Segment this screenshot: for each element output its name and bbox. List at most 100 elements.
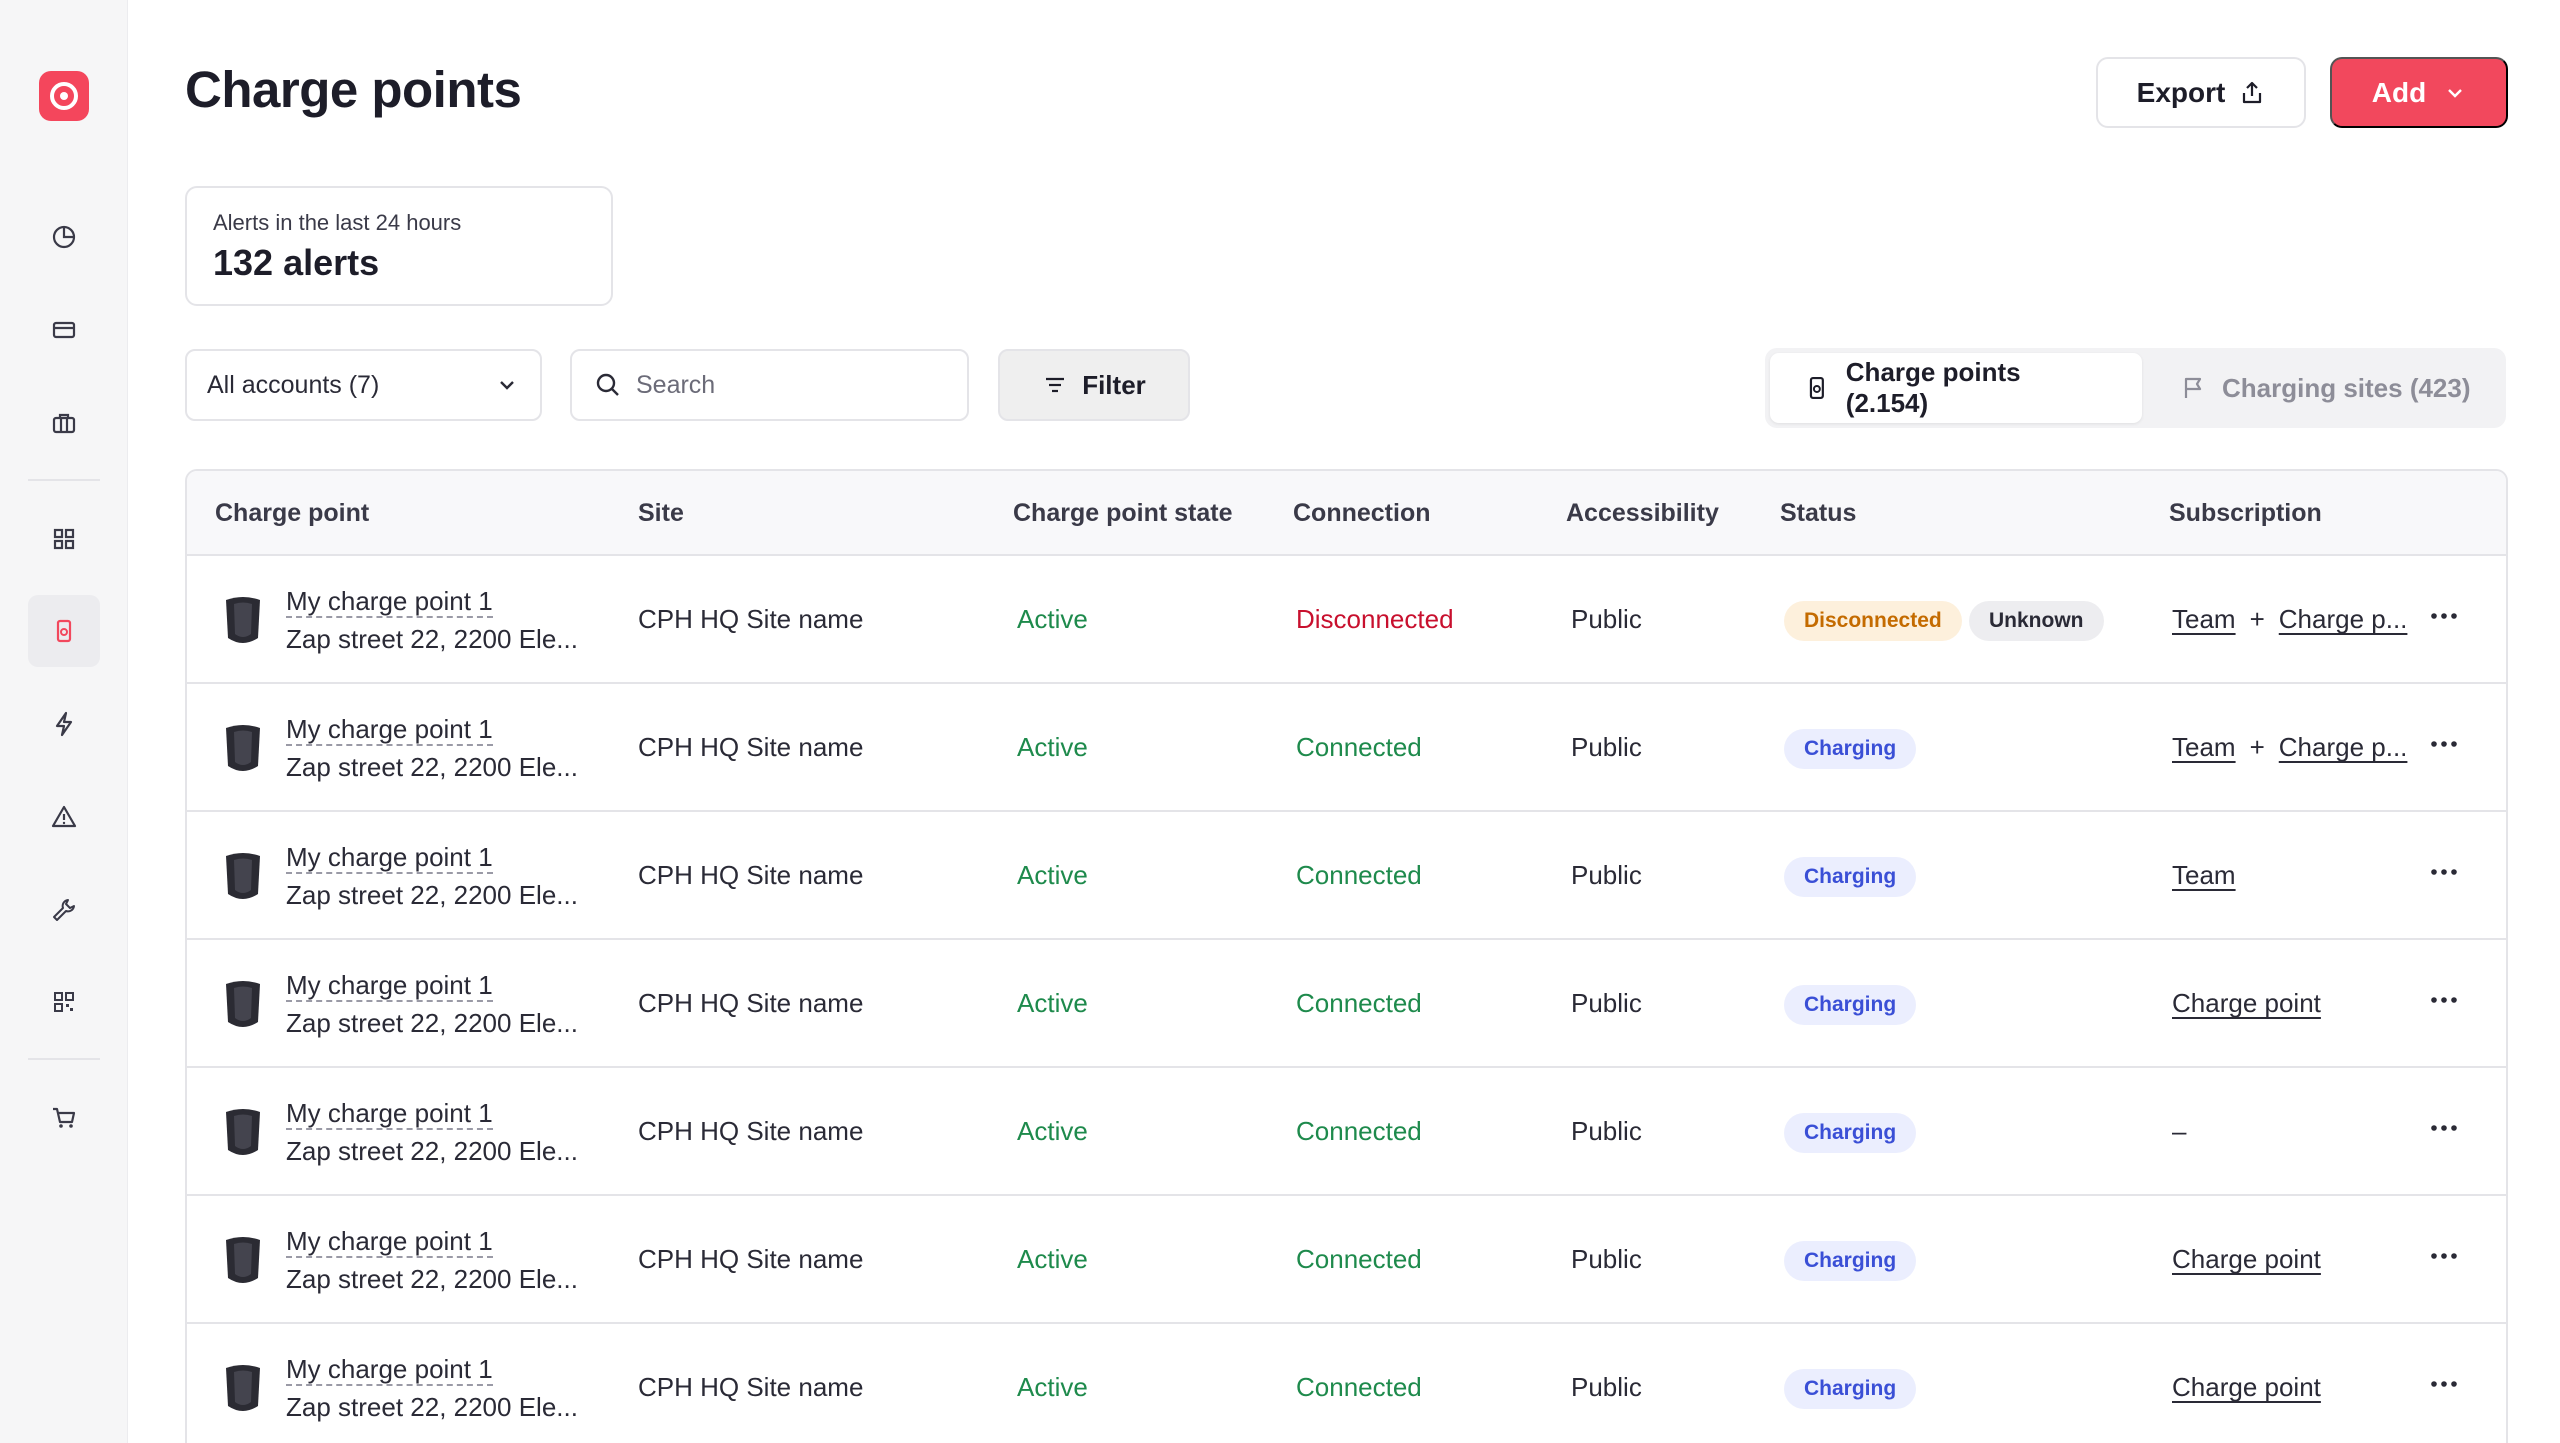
table-row[interactable]: My charge point 1 Zap street 22, 2200 Ele…: [187, 556, 2506, 684]
subscription-link[interactable]: Team: [2172, 860, 2236, 890]
state-value: Active: [1017, 988, 1088, 1018]
connection-value: Connected: [1296, 732, 1422, 762]
upload-icon: [2243, 81, 2262, 103]
status-badge: Disconnected: [1784, 601, 1962, 641]
charger-device-icon: [226, 853, 260, 899]
charge-point-address: Zap street 22, 2200 Ele...: [286, 624, 578, 654]
subscription-cell: Team + Charge p...: [2172, 732, 2407, 763]
status-badge: Charging: [1784, 985, 1917, 1025]
search-field[interactable]: [570, 349, 969, 421]
more-options-icon[interactable]: [2424, 606, 2464, 626]
sidebar-item-business[interactable]: [28, 387, 100, 459]
charge-point-name-link[interactable]: My charge point 1: [286, 970, 493, 1002]
subscription-link[interactable]: Team: [2172, 604, 2236, 634]
more-options-icon[interactable]: [2424, 1246, 2464, 1266]
table-row[interactable]: My charge point 1 Zap street 22, 2200 Ele…: [187, 1196, 2506, 1324]
alert-icon: [51, 805, 77, 828]
connection-value: Connected: [1296, 1244, 1422, 1274]
logo-icon: [50, 82, 78, 110]
site-name: CPH HQ Site name: [638, 1244, 864, 1274]
more-options-icon[interactable]: [2424, 1374, 2464, 1394]
search-input[interactable]: [636, 370, 936, 400]
sidebar-divider: [28, 1058, 100, 1060]
accessibility-value: Public: [1571, 604, 1642, 634]
site-name: CPH HQ Site name: [638, 1116, 864, 1146]
column-header-status[interactable]: Status: [1780, 499, 1857, 527]
export-label: Export: [2136, 76, 2226, 108]
charge-point-name-link[interactable]: My charge point 1: [286, 1354, 493, 1386]
table-row[interactable]: My charge point 1 Zap street 22, 2200 Ele…: [187, 684, 2506, 812]
column-header-state[interactable]: Charge point state: [1013, 499, 1233, 527]
more-options-icon[interactable]: [2424, 990, 2464, 1010]
sidebar-item-qr[interactable]: [28, 966, 100, 1038]
sidebar-item-charge-points[interactable]: [28, 595, 100, 667]
connection-value: Disconnected: [1296, 604, 1454, 634]
accounts-select-value: All accounts (7): [207, 370, 380, 399]
subscription-cell: Charge point: [2172, 988, 2321, 1019]
sidebar-divider: [28, 479, 100, 481]
grid-icon: [53, 528, 75, 550]
connection-value: Connected: [1296, 1116, 1422, 1146]
tab-charging-sites[interactable]: Charging sites (423): [2146, 353, 2505, 423]
subscription-cell: Team + Charge p...: [2172, 604, 2407, 635]
export-button[interactable]: Export: [2096, 57, 2306, 128]
column-header-charge-point[interactable]: Charge point: [215, 499, 370, 527]
more-options-icon[interactable]: [2424, 862, 2464, 882]
charge-point-address: Zap street 22, 2200 Ele...: [286, 1264, 578, 1294]
subscription-link[interactable]: Charge p...: [2278, 604, 2408, 634]
charge-points-table: Charge point Site Charge point state Con…: [185, 469, 2508, 1443]
column-header-site[interactable]: Site: [638, 499, 684, 527]
charger-device-icon: [226, 597, 260, 643]
sidebar-item-alerts[interactable]: [28, 781, 100, 853]
charge-point-name-link[interactable]: My charge point 1: [286, 1226, 493, 1258]
filter-label: Filter: [1082, 369, 1146, 400]
accessibility-value: Public: [1571, 860, 1642, 890]
sidebar-item-energy[interactable]: [28, 688, 100, 760]
connection-value: Connected: [1296, 1372, 1422, 1402]
table-row[interactable]: My charge point 1 Zap street 22, 2200 Ele…: [187, 1068, 2506, 1196]
charge-point-icon: [1809, 376, 1824, 400]
charge-point-name-link[interactable]: My charge point 1: [286, 586, 493, 618]
charge-point-name-link[interactable]: My charge point 1: [286, 842, 493, 874]
flag-icon: [2184, 377, 2202, 398]
sidebar-item-billing[interactable]: [28, 294, 100, 366]
table-row[interactable]: My charge point 1 Zap street 22, 2200 Ele…: [187, 812, 2506, 940]
tab-charge-points-label: Charge points (2.154): [1845, 357, 2021, 418]
charger-device-icon: [226, 1109, 260, 1155]
more-options-icon[interactable]: [2424, 1118, 2464, 1138]
add-button[interactable]: Add: [2330, 57, 2508, 128]
plus-separator: +: [2249, 604, 2265, 634]
chevron-down-icon: [2448, 88, 2463, 98]
subscription-link[interactable]: Charge p...: [2278, 732, 2408, 762]
accounts-select[interactable]: All accounts (7): [185, 349, 542, 421]
app-logo[interactable]: [39, 71, 89, 121]
sidebar-item-overview[interactable]: [28, 503, 100, 575]
subscription-link[interactable]: Charge point: [2172, 1372, 2321, 1402]
sidebar-item-dashboard[interactable]: [28, 201, 100, 273]
table-row[interactable]: My charge point 1 Zap street 22, 2200 Ele…: [187, 1324, 2506, 1443]
state-value: Active: [1017, 732, 1088, 762]
subscription-link[interactable]: Team: [2172, 732, 2236, 762]
charge-point-address: Zap street 22, 2200 Ele...: [286, 1008, 578, 1038]
subscription-link[interactable]: Charge point: [2172, 988, 2321, 1018]
table-body: My charge point 1 Zap street 22, 2200 Ele…: [187, 556, 2506, 1443]
column-header-subscription[interactable]: Subscription: [2169, 499, 2322, 527]
subscription-link[interactable]: Charge point: [2172, 1244, 2321, 1274]
alerts-summary-card[interactable]: Alerts in the last 24 hours 132 alerts: [185, 186, 613, 306]
accessibility-value: Public: [1571, 988, 1642, 1018]
accessibility-value: Public: [1571, 1244, 1642, 1274]
sidebar-item-tools[interactable]: [28, 874, 100, 946]
sidebar-item-shop[interactable]: [28, 1082, 100, 1154]
column-header-accessibility[interactable]: Accessibility: [1566, 499, 1719, 527]
accessibility-value: Public: [1571, 1372, 1642, 1402]
more-options-icon[interactable]: [2424, 734, 2464, 754]
table-row[interactable]: My charge point 1 Zap street 22, 2200 Ele…: [187, 940, 2506, 1068]
connection-value: Connected: [1296, 988, 1422, 1018]
charge-point-name-link[interactable]: My charge point 1: [286, 714, 493, 746]
tab-charge-points[interactable]: Charge points (2.154): [1770, 353, 2142, 423]
filter-button[interactable]: Filter: [998, 349, 1190, 421]
charger-device-icon: [226, 1237, 260, 1283]
charge-point-name-link[interactable]: My charge point 1: [286, 1098, 493, 1130]
column-header-connection[interactable]: Connection: [1293, 499, 1431, 527]
alerts-count: 132 alerts: [213, 242, 380, 283]
